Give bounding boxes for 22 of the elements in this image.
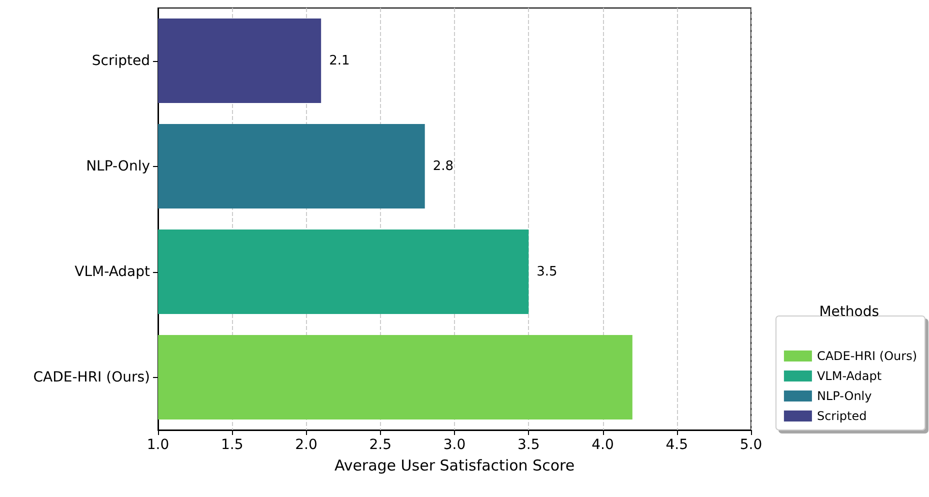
x-tick-label: 4.5: [666, 437, 688, 453]
x-tick-label: 2.0: [295, 437, 318, 453]
x-tick-label: 1.5: [220, 437, 244, 453]
x-tick-label: 4.0: [592, 437, 614, 453]
x-tick-label: 3.5: [517, 437, 540, 453]
x-tick-label: 1.0: [146, 437, 170, 453]
legend-label: VLM-Adapt: [816, 369, 882, 383]
data-label: 3.5: [536, 264, 558, 280]
data-label: 2.8: [432, 158, 454, 174]
x-tick-label: 2.5: [369, 437, 392, 453]
y-tick-label: Scripted: [92, 52, 150, 69]
legend-label: NLP-Only: [816, 389, 872, 403]
y-tick-label: VLM-Adapt: [74, 264, 151, 280]
legend-label: CADE-HRI (Ours): [816, 349, 918, 363]
y-tick-label: CADE-HRI (Ours): [33, 369, 150, 386]
y-tick-label: NLP-Only: [86, 158, 150, 174]
data-label: 2.1: [329, 53, 350, 68]
legend-label: Scripted: [816, 409, 867, 423]
x-tick-label: 3.0: [443, 437, 466, 453]
legend-title: Methods: [819, 304, 880, 320]
x-tick-label: 5.0: [740, 437, 762, 453]
x-axis-title: Average User Satisfaction Score: [334, 456, 575, 474]
